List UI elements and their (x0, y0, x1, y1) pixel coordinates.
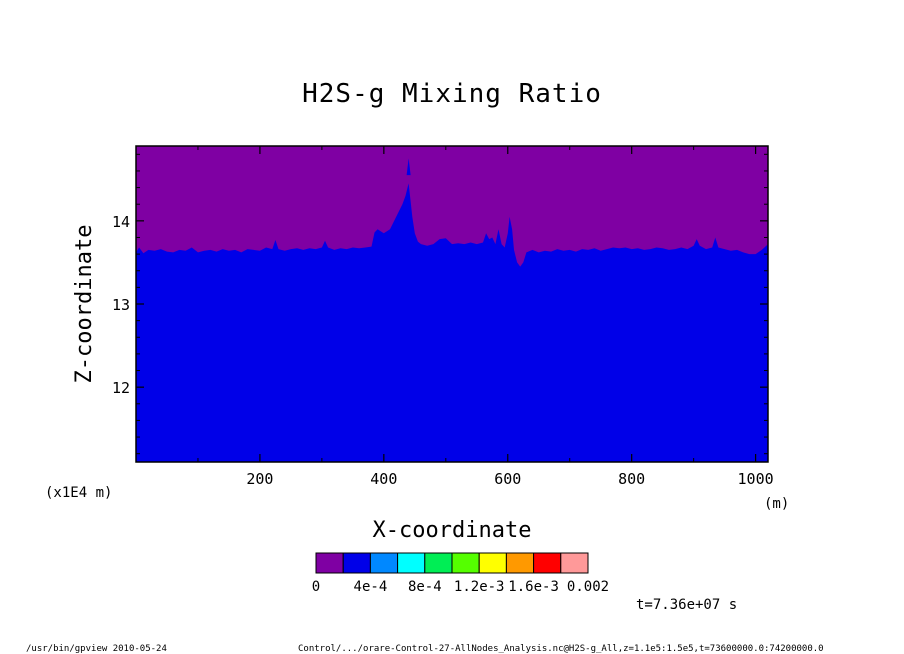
x-axis-title: X-coordinate (373, 518, 532, 543)
colorbar-swatch (424, 552, 453, 574)
y-unit-label: (x1E4 m) (45, 485, 112, 501)
colorbar-label: 8e-4 (408, 579, 442, 595)
y-tick-label: 13 (112, 296, 130, 314)
x-tick-label: 400 (370, 470, 397, 488)
y-axis: 12 13 14 (112, 153, 768, 455)
x-tick-label: 1000 (738, 470, 774, 488)
colorbar-label: 1.6e-3 (508, 579, 559, 595)
chart-title: H2S-g Mixing Ratio (302, 79, 602, 109)
colorbar-swatch (369, 552, 399, 574)
colorbar-label: 1.2e-3 (454, 579, 505, 595)
region-below-boundary (136, 183, 768, 462)
footer-left: /usr/bin/gpview 2010-05-24 (26, 644, 167, 654)
time-label: t=7.36e+07 s (636, 597, 737, 613)
colorbar-swatch (560, 552, 589, 574)
x-tick-label: 600 (494, 470, 521, 488)
x-tick-label: 800 (618, 470, 645, 488)
colorbar-swatch (397, 552, 426, 574)
colorbar-label: 0 (312, 579, 320, 595)
colorbar-swatch (315, 552, 344, 574)
spike-feature (406, 158, 411, 176)
colorbar-swatch (478, 552, 507, 574)
colorbar-label: 4e-4 (354, 579, 388, 595)
x-tick-label: 200 (246, 470, 273, 488)
colorbar-swatch (505, 552, 535, 574)
colorbar-swatch (342, 552, 371, 574)
colorbar-label: 0.002 (567, 579, 609, 595)
y-axis-title: Z-coordinate (72, 225, 97, 384)
colorbar-swatch (451, 552, 480, 574)
plot-area (135, 145, 769, 463)
x-axis: 200 400 600 800 1000 (197, 146, 774, 488)
footer-right: Control/.../orare-Control-27-AllNodes_An… (298, 644, 824, 654)
colorbar: 0 4e-4 8e-4 1.2e-3 1.6e-3 0.002 (312, 552, 609, 595)
y-tick-label: 12 (112, 379, 130, 397)
colorbar-swatch (533, 552, 562, 574)
x-unit-label: (m) (764, 496, 789, 512)
y-tick-label: 14 (112, 213, 130, 231)
